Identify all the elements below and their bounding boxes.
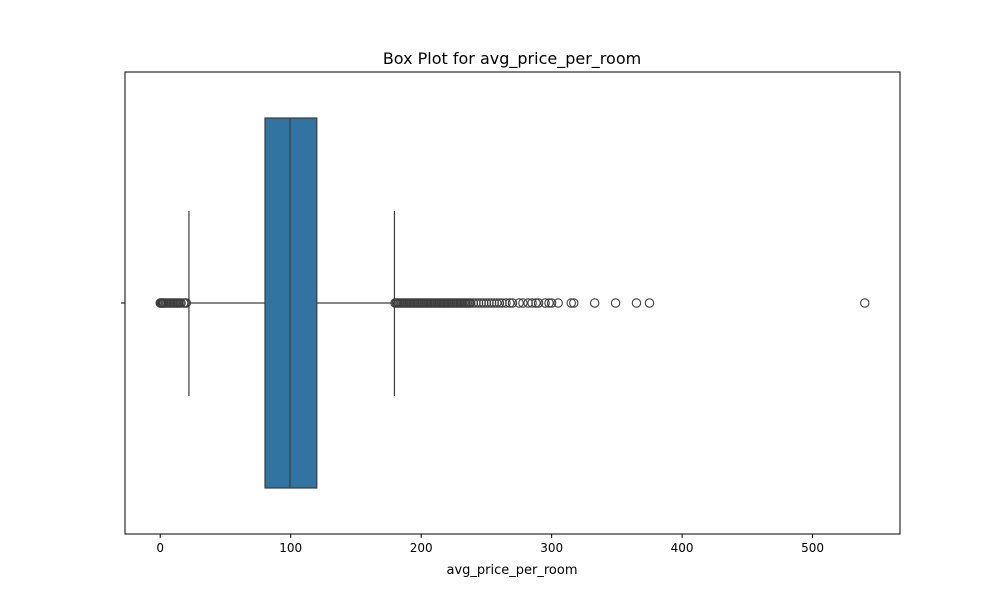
outlier-point xyxy=(497,298,507,308)
x-tick-label: 500 xyxy=(801,541,824,555)
outlier-point xyxy=(644,298,655,308)
iqr-box xyxy=(264,117,318,489)
x-axis-label: avg_price_per_room xyxy=(447,563,578,578)
outlier-point xyxy=(489,298,499,308)
x-axis: 0 100 200 300 400 500 xyxy=(156,534,824,555)
outlier-point xyxy=(566,298,576,308)
outlier-point xyxy=(610,298,621,308)
outlier-point xyxy=(465,298,476,308)
outlier-point xyxy=(176,298,186,308)
outlier-point xyxy=(527,298,537,308)
outlier-point xyxy=(473,298,484,308)
outlier-point xyxy=(507,298,518,308)
x-tick-label: 200 xyxy=(410,541,433,555)
outlier-point xyxy=(569,298,579,308)
outlier-point xyxy=(514,298,524,308)
x-tick-label: 0 xyxy=(156,541,164,555)
chart-title: Box Plot for avg_price_per_room xyxy=(383,49,641,69)
outlier-point xyxy=(476,298,486,308)
outlier-point xyxy=(481,298,492,308)
outlier-point xyxy=(501,298,511,308)
plot-area xyxy=(155,117,870,489)
outlier-point xyxy=(471,298,481,308)
outlier-point xyxy=(533,298,544,308)
x-tick-label: 100 xyxy=(279,541,302,555)
x-tick-label: 400 xyxy=(671,541,694,555)
outlier-point xyxy=(484,298,494,308)
outlier-point xyxy=(544,298,554,308)
outlier-point xyxy=(546,298,557,308)
outlier-point xyxy=(589,298,600,308)
outlier-point xyxy=(494,298,505,308)
outlier-point xyxy=(860,298,870,308)
outlier-point xyxy=(505,298,515,308)
x-tick-label: 300 xyxy=(540,541,563,555)
outlier-point xyxy=(468,298,479,308)
outlier-point xyxy=(523,298,533,308)
outlier-point xyxy=(531,298,541,308)
outlier-point xyxy=(486,298,497,308)
outlier-point xyxy=(479,298,489,308)
outlier-point xyxy=(631,298,642,308)
outlier-point xyxy=(492,298,502,308)
outlier-point xyxy=(553,298,563,308)
outlier-point xyxy=(540,298,550,308)
outlier-point xyxy=(518,298,528,308)
outlier-point xyxy=(181,298,192,308)
